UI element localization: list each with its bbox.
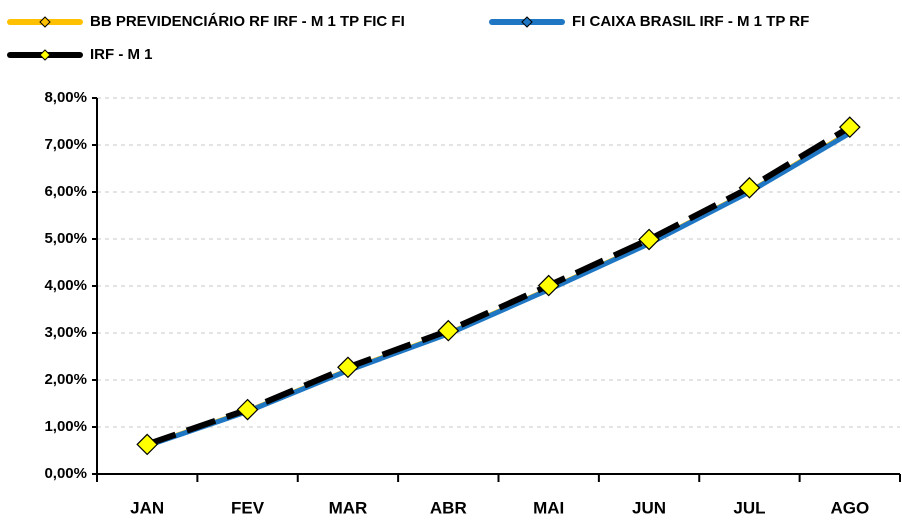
y-tick-label: 2,00% [44,371,87,388]
series-line [146,130,852,448]
x-tick-label: AGO [830,498,869,517]
legend-label: IRF - M 1 [90,46,153,63]
marker [337,356,359,379]
y-tick-label: 3,00% [44,324,87,341]
y-tick-label: 6,00% [44,183,87,200]
y-tick-label: 4,00% [44,277,87,294]
y-tick-label: 0,00% [44,465,87,482]
legend-marker [521,16,533,28]
y-tick-label: 7,00% [44,136,87,153]
marker [537,274,560,297]
y-tick-label: 8,00% [44,89,87,106]
series-line [146,124,852,448]
x-tick-label: FEV [231,498,265,517]
series-line [146,131,852,449]
legend-marker [39,16,51,28]
x-tick-label: JUN [632,498,666,517]
y-tick-label: 1,00% [44,418,87,435]
x-tick-label: ABR [430,498,467,517]
y-tick-label: 5,00% [44,230,87,247]
x-tick-label: JUL [733,498,765,517]
legend-marker [39,49,51,61]
marker [838,116,861,138]
legend-label: BB PREVIDENCIÁRIO RF IRF - M 1 TP FIC FI [90,13,405,30]
x-tick-label: JAN [130,498,164,517]
legend-label: FI CAIXA BRASIL IRF - M 1 TP RF [572,13,809,30]
marker [437,319,460,342]
marker [738,176,761,199]
marker [136,433,159,456]
marker [236,398,259,421]
x-tick-label: MAR [329,498,368,517]
marker [638,228,660,251]
x-tick-label: MAI [533,498,564,517]
